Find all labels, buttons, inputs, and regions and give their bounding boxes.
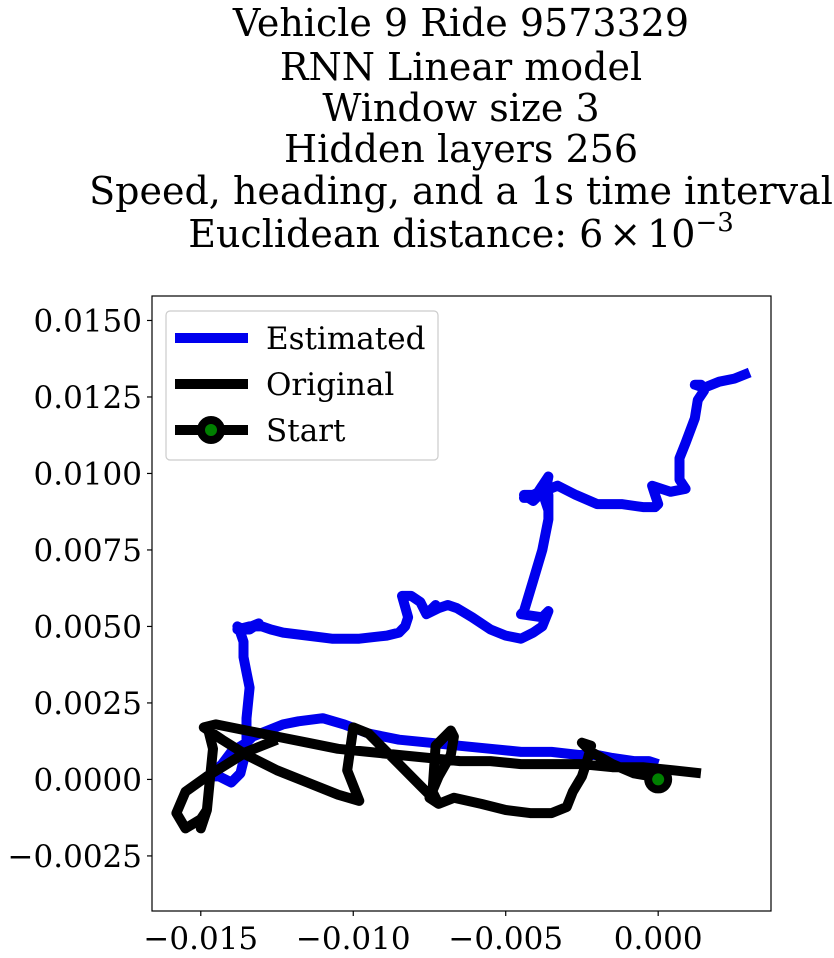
- y-tick-label: 0.0075: [34, 533, 142, 569]
- y-tick-label: −0.0025: [8, 839, 142, 875]
- start-point-marker: [644, 765, 673, 794]
- title-line-5: Speed, heading, and a 1s time interval: [89, 169, 833, 213]
- original-series-line: [198, 719, 702, 819]
- title-line-4: Hidden layers 256: [284, 127, 638, 171]
- distance-base: 10: [647, 212, 695, 256]
- legend-label-estimated: Estimated: [266, 321, 425, 357]
- distance-prefix: Euclidean distance: 6: [188, 212, 603, 256]
- y-tick-label: 0.0050: [34, 609, 142, 645]
- y-tick-label: 0.0125: [34, 380, 142, 416]
- legend: Estimated Original Start: [165, 310, 439, 461]
- y-tick-label: 0.0150: [34, 303, 142, 339]
- title-line-distance: Euclidean distance: 6 × 10−3: [188, 208, 734, 256]
- y-tick-label: 0.0100: [34, 456, 142, 492]
- x-tick-label: −0.010: [296, 921, 411, 957]
- title-line-2: RNN Linear model: [280, 45, 642, 89]
- plot-area: [171, 367, 752, 834]
- title-line-3: Window size 3: [322, 86, 599, 130]
- distance-exponent: −3: [695, 208, 733, 238]
- original-series-loop: [171, 723, 279, 834]
- legend-label-original: Original: [266, 367, 394, 403]
- distance-times: ×: [609, 212, 641, 256]
- y-tick-labels: −0.0025 0.0000 0.0025 0.0050 0.0075 0.01…: [8, 303, 142, 874]
- x-tick-label: 0.000: [614, 921, 703, 957]
- plot-frame: [151, 295, 772, 912]
- legend-box: [165, 310, 439, 461]
- legend-swatch-start-marker: [197, 416, 225, 444]
- title-line-1: Vehicle 9 Ride 9573329: [232, 1, 689, 45]
- x-tick-label: −0.005: [448, 921, 563, 957]
- x-tick-marks: [200, 911, 659, 916]
- chart-title: Vehicle 9 Ride 9573329 RNN Linear model …: [89, 1, 833, 256]
- y-tick-marks: [147, 319, 152, 857]
- y-tick-label: 0.0000: [34, 762, 142, 798]
- legend-label-start: Start: [266, 413, 346, 449]
- estimated-series-line: [201, 367, 752, 788]
- x-tick-labels: −0.015 −0.010 −0.005 0.000: [143, 921, 702, 957]
- y-tick-label: 0.0025: [34, 686, 142, 722]
- x-tick-label: −0.015: [143, 921, 258, 957]
